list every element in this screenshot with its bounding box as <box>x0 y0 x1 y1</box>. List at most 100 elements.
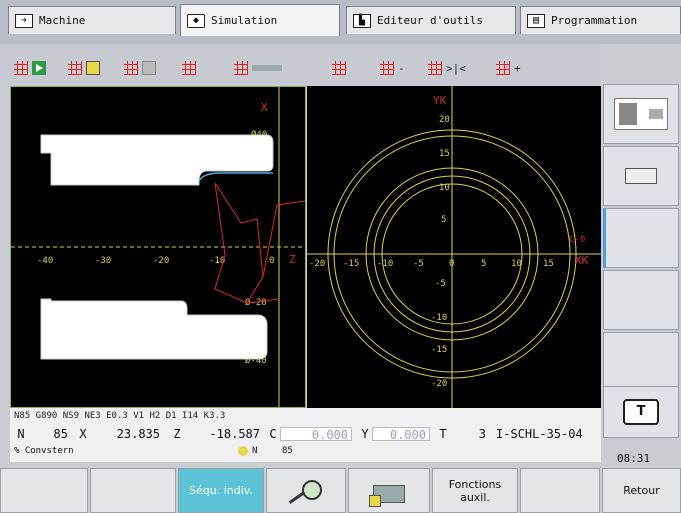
machine-view-softkey[interactable] <box>603 84 679 144</box>
zoom-out-button[interactable]: - <box>380 60 405 76</box>
z-axis-label: Z <box>289 253 296 266</box>
stop-simulation-button[interactable] <box>124 60 156 76</box>
n2-label: N <box>252 446 258 456</box>
yk-tick: -20 <box>431 379 447 389</box>
return-label: Retour <box>623 484 660 497</box>
lathe-machine-icon <box>614 98 668 130</box>
grid-icon <box>14 61 28 75</box>
grid-icon <box>332 61 346 75</box>
mid-circle <box>365 167 539 341</box>
c-angle-label: C-0 <box>569 235 585 245</box>
simulation-toolbar: - >|< + <box>0 44 600 84</box>
comment-row: % Convstern N 85 <box>14 446 293 456</box>
c-value: 0.000 <box>280 427 352 442</box>
tab-machine-label: Machine <box>39 14 86 27</box>
view-fit-button[interactable] <box>332 60 346 76</box>
yk-tick: 5 <box>441 215 446 225</box>
step-label: >|< <box>446 61 466 75</box>
softkey-h7[interactable] <box>520 468 600 513</box>
tab-simulation-label: Simulation <box>211 14 278 27</box>
vertical-softkey-bar: T <box>603 80 681 513</box>
status-panel: N85 G890 NS9 NE3 E0.3 V1 H2 D1 I14 K3.3 … <box>10 408 601 462</box>
spindle-icon <box>238 446 248 456</box>
yk-tick: -10 <box>431 313 447 323</box>
xk-tick: -5 <box>413 259 424 269</box>
t-value: 3 <box>478 427 486 441</box>
start-simulation-button[interactable] <box>14 60 46 76</box>
grid-icon <box>234 61 248 75</box>
y-value: 0.000 <box>372 427 430 442</box>
auxiliary-functions-softkey[interactable]: Fonctions auxil. <box>432 468 518 513</box>
tab-programmation[interactable]: ▤ Programmation <box>520 6 681 34</box>
n-label: N <box>17 427 25 441</box>
xk-axis-label: XK <box>575 254 589 267</box>
arrow-right-icon: ➔ <box>15 13 33 28</box>
cut-view-softkey[interactable] <box>348 468 430 513</box>
play-icon <box>32 61 46 75</box>
yk-tick: 20 <box>439 115 450 125</box>
yk-tick: -5 <box>435 279 446 289</box>
xk-tick: 15 <box>543 259 554 269</box>
tool-path-ext2 <box>246 298 280 304</box>
tab-machine[interactable]: ➔ Machine <box>8 6 176 34</box>
tool-table-softkey[interactable]: T <box>603 386 679 438</box>
turning-view-xz[interactable]: X Z -40 -30 -20 -10 0 Ø40 Ø-20 Ø-40 <box>10 86 306 408</box>
nc-block-line: N85 G890 NS9 NE3 E0.3 V1 H2 D1 I14 K3.3 <box>14 411 226 421</box>
tab-editeur-label: Editeur d'outils <box>377 14 483 27</box>
workpiece-upper <box>40 134 274 186</box>
zoom-in-button[interactable]: + <box>496 60 521 76</box>
xk-tick: -10 <box>377 259 393 269</box>
softkey-h1[interactable] <box>0 468 88 513</box>
program-icon: ▤ <box>527 13 545 28</box>
z-tick: -40 <box>37 256 53 266</box>
tool-path-ext <box>262 200 306 278</box>
comment-text: % Convstern <box>14 446 74 456</box>
softkey-h2[interactable] <box>90 468 176 513</box>
yk-tick: 15 <box>439 149 450 159</box>
zoom-softkey[interactable] <box>266 468 346 513</box>
x-value: 23.835 <box>116 427 160 441</box>
clock: 08:31 <box>617 452 651 465</box>
tool-holder-softkey[interactable] <box>603 146 679 206</box>
face-view-c-axis[interactable]: YK XK C-0 -20 -15 -10 -5 0 5 10 15 20 15… <box>307 86 601 408</box>
plus-label: + <box>514 61 521 75</box>
grid-icon <box>124 61 138 75</box>
softkey-empty-2[interactable] <box>603 270 679 330</box>
yk-tick: 10 <box>439 183 450 193</box>
tool-t-icon: T <box>623 399 659 425</box>
single-step-button[interactable] <box>68 60 100 76</box>
horizontal-softkey-bar: Séqu. indiv. Fonctions auxil. Retour <box>0 462 681 513</box>
y-label: Y <box>361 427 369 441</box>
tool-path <box>214 182 264 304</box>
x-tick: Ø-20 <box>245 297 267 308</box>
tab-simulation[interactable]: ◆ Simulation <box>180 4 340 36</box>
x-axis-label: X <box>261 101 268 114</box>
view-grid-button[interactable] <box>182 60 196 76</box>
return-softkey[interactable]: Retour <box>602 468 681 513</box>
x-label: X <box>79 427 87 441</box>
z-tick: -30 <box>95 256 111 266</box>
auxiliary-functions-label: Fonctions auxil. <box>448 477 502 504</box>
stop-icon <box>142 61 156 75</box>
xk-tick: -15 <box>343 259 359 269</box>
outer-circle-2 <box>333 135 571 373</box>
z-tick: -20 <box>153 256 169 266</box>
z-tick: -10 <box>209 256 225 266</box>
grid-icon <box>380 61 394 75</box>
xk-tick: 5 <box>481 259 486 269</box>
grid-icon <box>496 61 510 75</box>
step-position-button[interactable]: >|< <box>428 60 466 76</box>
position-row: N 85 X 23.835 Z -18.587 C 0.000 Y 0.000 … <box>14 426 583 442</box>
tab-programmation-label: Programmation <box>551 14 638 27</box>
z-label: Z <box>173 427 181 441</box>
tool-icon: ▙ <box>353 13 371 28</box>
tool-name: I-SCHL-35-04 <box>496 427 583 441</box>
single-block-softkey[interactable]: Séqu. indiv. <box>178 468 264 513</box>
inner-circle <box>381 183 523 325</box>
xk-tick: 10 <box>511 259 522 269</box>
zoom-window-button[interactable] <box>234 60 282 76</box>
xk-tick: 0 <box>449 259 454 269</box>
tab-editeur-outils[interactable]: ▙ Editeur d'outils <box>346 6 516 34</box>
softkey-empty-3[interactable] <box>603 332 679 392</box>
softkey-empty-1[interactable] <box>603 208 679 268</box>
